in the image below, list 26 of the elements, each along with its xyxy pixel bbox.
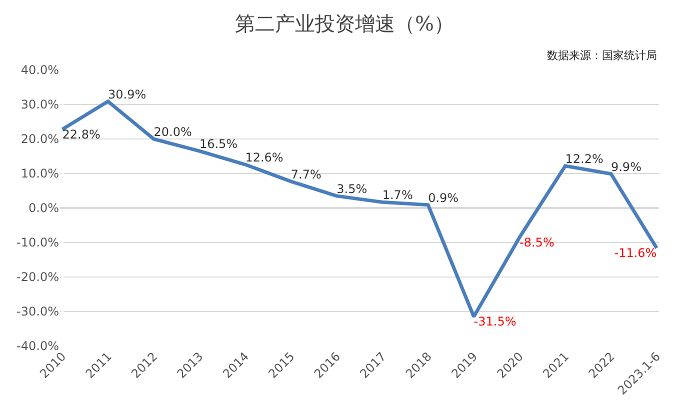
y-tick-label: -40.0% [16, 339, 59, 354]
source-note: 数据来源：国家统计局 [547, 49, 657, 62]
chart-title: 第二产业投资增速（%） [234, 11, 454, 36]
data-label: -8.5% [520, 235, 554, 250]
y-tick-label: 40.0% [20, 63, 59, 78]
data-label: 16.5% [199, 137, 238, 152]
y-tick-label: 10.0% [20, 166, 59, 181]
y-tick-label: 20.0% [20, 132, 59, 146]
data-label: 1.7% [382, 188, 413, 202]
y-tick-label: 0.0% [28, 201, 59, 216]
data-label: -11.6% [614, 246, 657, 260]
data-label: 9.9% [610, 160, 642, 174]
y-tick-label: -20.0% [16, 270, 59, 284]
data-label: 22.8% [62, 127, 100, 142]
data-label: 0.9% [428, 190, 459, 205]
y-tick-label: 30.0% [20, 98, 59, 112]
line-series [60, 100, 658, 318]
data-label: 7.7% [290, 167, 322, 182]
data-label: 3.5% [336, 182, 368, 196]
data-label: 12.6% [245, 150, 284, 165]
data-label: 12.2% [565, 152, 604, 166]
data-label: 20.0% [154, 125, 192, 139]
data-label: -31.5% [474, 314, 516, 329]
y-tick-label: -10.0% [16, 236, 59, 250]
y-tick-label: -30.0% [16, 304, 59, 319]
data-label: 30.9% [108, 87, 146, 102]
